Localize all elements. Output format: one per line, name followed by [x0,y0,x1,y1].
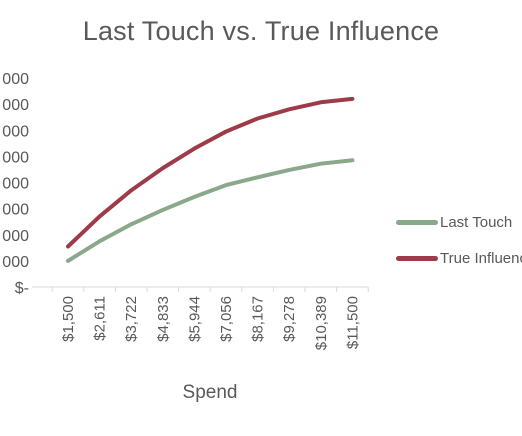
x-axis-title: Spend [182,382,238,403]
x-tick-label: $11,500 [344,296,361,349]
y-tick-label: 000 [2,176,29,193]
x-tick-label: $10,389 [313,296,330,350]
legend-item-last-touch: Last Touch [396,210,522,234]
y-tick-label: 000 [2,149,29,166]
y-tick-label: $- [15,280,29,297]
x-tick-label: $3,722 [123,296,140,342]
x-tick-label: $4,833 [155,296,172,342]
x-tick-label: $8,167 [250,296,267,342]
legend: Last Touch True Influence [396,210,522,282]
chart-title: Last Touch vs. True Influence [82,16,440,46]
y-tick-label: 000 [2,123,29,140]
y-tick-label: 000 [2,71,29,88]
legend-label-last-touch: Last Touch [440,213,513,231]
legend-swatch-true-influence [396,255,438,261]
series-line-0 [66,158,355,263]
legend-swatch-last-touch [396,219,438,225]
x-tick-label: $7,056 [218,296,235,342]
y-tick-label: 000 [2,228,29,245]
x-tick-label: $5,944 [186,296,203,342]
x-tick-label: $1,500 [60,296,77,342]
y-tick-label: 000 [2,202,29,219]
x-tick-label: $2,611 [92,296,109,341]
legend-item-true-influence: True Influence [396,246,522,270]
y-tick-label: 000 [2,254,29,271]
y-tick-label: 000 [2,97,29,114]
series-line-1 [66,96,355,249]
legend-label-true-influence: True Influence [440,249,522,267]
x-tick-label: $9,278 [281,296,298,342]
